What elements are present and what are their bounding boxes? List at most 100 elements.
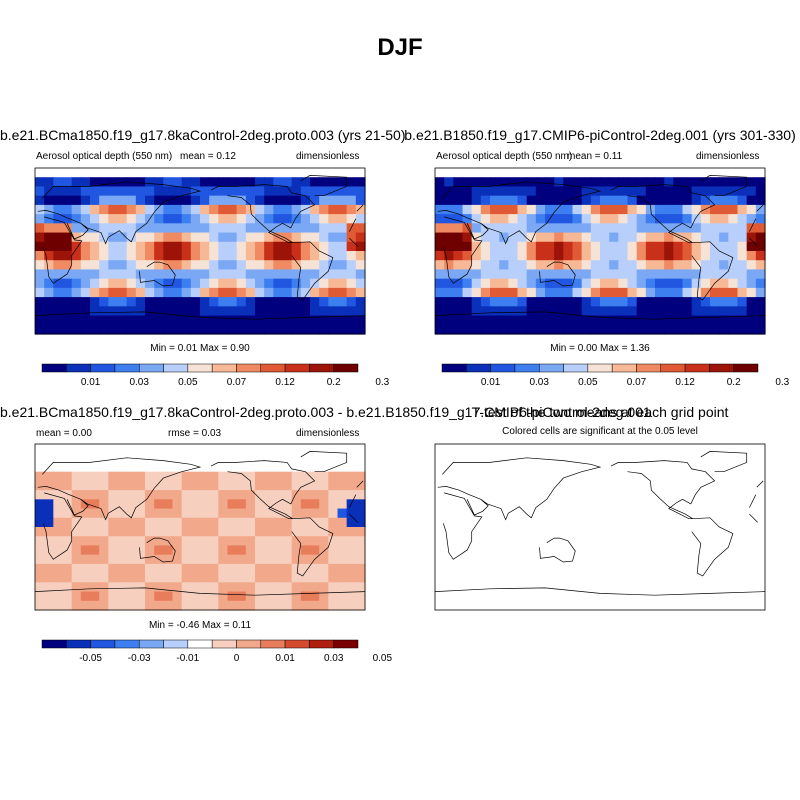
map-cell	[35, 453, 45, 464]
colorbar-tick-label: -0.03	[128, 653, 151, 664]
map-cell	[282, 297, 293, 307]
map-cell	[245, 223, 256, 234]
map-cell	[227, 545, 238, 556]
map-cell	[590, 269, 601, 280]
map-cell	[328, 545, 339, 556]
map-cell	[535, 260, 546, 271]
map-cell	[117, 168, 128, 178]
map-cell	[53, 582, 64, 593]
map-cell	[90, 214, 100, 224]
map-cell	[435, 241, 445, 252]
map-cell	[319, 297, 329, 307]
map-cell	[145, 269, 155, 280]
map-cell	[255, 508, 265, 519]
map-cell	[618, 168, 629, 178]
panel1-variable-label: Aerosol optical depth (550 nm)	[36, 151, 173, 162]
map-cell	[700, 324, 711, 335]
map-cell	[35, 573, 45, 583]
map-cell	[435, 223, 445, 234]
map-cell	[264, 480, 274, 491]
map-cell	[135, 260, 146, 271]
map-cell	[291, 444, 302, 454]
map-cell	[62, 444, 73, 454]
map-cell	[563, 204, 574, 215]
colorbar-tick-label: 0.05	[578, 377, 598, 388]
map-cell	[35, 278, 45, 289]
map-cell	[245, 287, 256, 298]
map-cell	[163, 204, 174, 215]
map-cell	[535, 315, 546, 326]
map-cell	[62, 508, 73, 519]
colorbar-swatch	[163, 639, 189, 649]
map-cell	[71, 241, 82, 252]
map-cell	[755, 251, 766, 261]
map-cell	[99, 480, 109, 491]
map-cell	[53, 315, 64, 326]
map-cell	[728, 232, 739, 243]
map-cell	[444, 168, 454, 178]
map-cell	[291, 223, 302, 234]
map-cell	[255, 177, 265, 188]
map-cell	[291, 600, 302, 611]
map-cell	[719, 186, 729, 197]
map-cell	[282, 508, 293, 519]
map-cell	[236, 462, 247, 473]
map-cell	[154, 223, 164, 234]
map-cell	[453, 251, 464, 261]
map-cell	[719, 324, 729, 335]
map-cell	[282, 204, 293, 215]
map-cell	[62, 324, 73, 335]
map-cell	[62, 582, 73, 593]
map-cell	[108, 600, 119, 611]
map-cell	[291, 315, 302, 326]
map-cell	[126, 508, 137, 519]
map-cell	[90, 306, 100, 317]
map-cell	[435, 168, 445, 178]
map-cell	[609, 204, 619, 215]
map-cell	[273, 444, 284, 454]
map-cell	[737, 223, 748, 234]
map-cell	[209, 591, 219, 602]
map-cell	[190, 260, 201, 271]
map-cell	[337, 490, 348, 500]
map-cell	[572, 195, 583, 206]
map-cell	[710, 177, 720, 188]
map-cell	[563, 269, 574, 280]
map-cell	[154, 297, 164, 307]
map-cell	[346, 315, 357, 326]
map-cell	[227, 444, 238, 454]
map-cell	[682, 168, 693, 178]
map-cell	[154, 453, 164, 464]
map-cell	[53, 480, 64, 491]
map-cell	[53, 444, 64, 454]
map-cell	[273, 536, 284, 547]
map-cell	[618, 223, 629, 234]
map-cell	[300, 471, 311, 482]
map-cell	[200, 499, 210, 510]
map-cell	[227, 517, 238, 528]
map-cell	[190, 517, 201, 528]
map-cell	[163, 600, 174, 611]
map-cell	[282, 591, 293, 602]
map-cell	[655, 186, 665, 197]
map-cell	[627, 269, 638, 280]
map-cell	[682, 204, 693, 215]
map-cell	[673, 204, 684, 215]
map-cell	[435, 297, 445, 307]
map-cell	[554, 186, 564, 197]
map-cell	[346, 195, 357, 206]
map-cell	[319, 241, 329, 252]
map-cell	[581, 223, 592, 234]
map-cell	[99, 582, 109, 593]
map-cell	[319, 186, 329, 197]
map-cell	[108, 251, 119, 261]
map-cell	[44, 315, 54, 326]
map-cell	[310, 324, 320, 335]
map-cell	[135, 508, 146, 519]
map-cell	[273, 260, 284, 271]
map-cell	[117, 508, 128, 519]
map-cell	[255, 471, 265, 482]
map-cell	[108, 554, 119, 565]
map-cell	[163, 324, 174, 335]
map-cell	[719, 223, 729, 234]
